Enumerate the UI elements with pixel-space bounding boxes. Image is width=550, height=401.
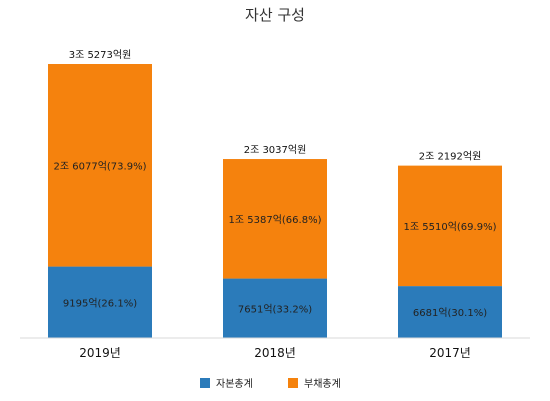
data-label-equity-2: 6681억(30.1%) — [413, 307, 487, 319]
total-label-1: 2조 3037억원 — [244, 144, 307, 156]
x-tick-label-1: 2018년 — [254, 346, 296, 360]
chart-title: 자산 구성 — [245, 6, 305, 24]
data-label-equity-0: 9195억(26.1%) — [63, 297, 137, 309]
bar-equity-2 — [398, 286, 502, 338]
bar-liabilities-1 — [223, 159, 327, 279]
x-tick-label-2: 2017년 — [429, 346, 471, 360]
bar-equity-0 — [48, 266, 152, 338]
bar-liabilities-0 — [48, 64, 152, 267]
data-label-liabilities-1: 1조 5387억(66.8%) — [229, 214, 322, 226]
legend: 자본총계 부채총계 — [200, 378, 341, 390]
legend-label-1: 부채총계 — [304, 378, 341, 390]
total-label-2: 2조 2192억원 — [419, 151, 482, 163]
data-label-equity-1: 7651억(33.2%) — [238, 303, 312, 315]
x-tick-label-0: 2019년 — [79, 346, 121, 360]
legend-label-0: 자본총계 — [216, 378, 253, 390]
x-axis-ticks: 2019년 2018년 2017년 — [79, 346, 471, 360]
bar-equity-1 — [223, 278, 327, 338]
data-label-liabilities-0: 2조 6077억(73.9%) — [54, 160, 147, 172]
bars-group: 9195억(26.1%) 2조 6077억(73.9%) 3조 5273억원 7651… — [48, 49, 502, 338]
total-label-0: 3조 5273억원 — [69, 49, 132, 61]
legend-swatch-1 — [288, 378, 298, 388]
legend-swatch-0 — [200, 378, 210, 388]
bar-liabilities-2 — [398, 165, 502, 287]
data-label-liabilities-2: 1조 5510억(69.9%) — [404, 221, 497, 233]
